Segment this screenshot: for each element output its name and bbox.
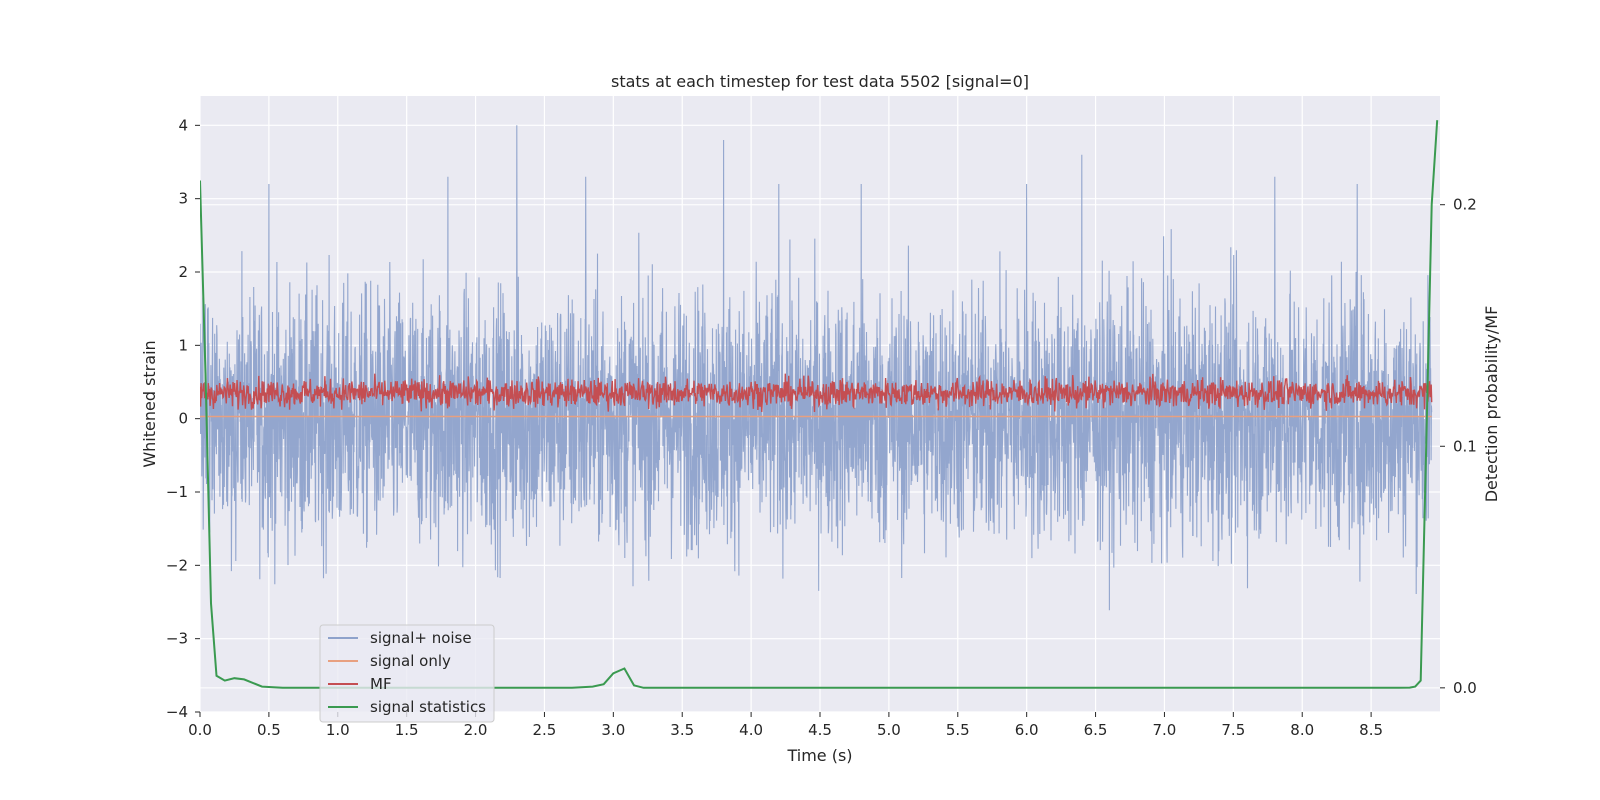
legend-entry: MF bbox=[328, 675, 392, 693]
y-axis-label: Whitened strain bbox=[140, 340, 159, 467]
legend: signal+ noise signal only MF signal stat… bbox=[319, 624, 495, 723]
x-axis-label: Time (s) bbox=[786, 746, 852, 765]
y2-tick-labels: 0.2 0.1 0.0 bbox=[1440, 196, 1477, 697]
x-tick-label: 5.0 bbox=[877, 721, 901, 739]
y2-tick-label: 0.1 bbox=[1453, 437, 1477, 455]
legend-box bbox=[319, 624, 495, 723]
x-tick-label: 2.0 bbox=[464, 721, 488, 739]
x-tick-label: 7.5 bbox=[1221, 721, 1245, 739]
x-tick-label: 1.0 bbox=[326, 721, 350, 739]
legend-label: signal only bbox=[370, 652, 451, 670]
y-tick-label: 2 bbox=[178, 263, 188, 281]
x-tick-label: 8.5 bbox=[1359, 721, 1383, 739]
series-mf-line bbox=[200, 373, 1433, 413]
y-tick-label: −1 bbox=[166, 483, 188, 501]
x-tick-label: 4.5 bbox=[808, 721, 832, 739]
series-signal-noise-line bbox=[200, 125, 1433, 611]
series-layer bbox=[200, 120, 1439, 689]
x-tick-label: 1.5 bbox=[395, 721, 419, 739]
y-tick-labels: 4 3 2 1 0 −1 −2 −3 −4 bbox=[166, 116, 200, 721]
y-tick-label: 4 bbox=[178, 116, 188, 134]
x-tick-label: 0.0 bbox=[188, 721, 212, 739]
x-tick-label: 7.0 bbox=[1153, 721, 1177, 739]
x-tick-label: 8.0 bbox=[1290, 721, 1314, 739]
y-tick-label: 0 bbox=[178, 410, 188, 428]
y-tick-label: −2 bbox=[166, 556, 188, 574]
y2-tick-label: 0.0 bbox=[1453, 679, 1477, 697]
x-tick-label: 4.0 bbox=[739, 721, 763, 739]
x-tick-labels: 0.0 0.5 1.0 1.5 2.0 2.5 3.0 3.5 4.0 4.5 5.0 5.5 6.0 6… bbox=[188, 712, 1383, 739]
y-tick-label: 1 bbox=[178, 336, 188, 354]
x-tick-label: 6.0 bbox=[1015, 721, 1039, 739]
x-tick-label: 0.5 bbox=[257, 721, 281, 739]
y2-axis-label: Detection probability/MF bbox=[1482, 306, 1501, 503]
legend-label: signal statistics bbox=[370, 698, 486, 716]
legend-entry: signal only bbox=[328, 652, 451, 670]
legend-entry: signal statistics bbox=[328, 698, 486, 716]
y-tick-label: −3 bbox=[166, 630, 188, 648]
x-tick-label: 6.5 bbox=[1084, 721, 1108, 739]
legend-label: signal+ noise bbox=[370, 629, 472, 647]
x-tick-label: 3.5 bbox=[670, 721, 694, 739]
x-tick-label: 5.5 bbox=[946, 721, 970, 739]
y2-tick-label: 0.2 bbox=[1453, 196, 1477, 214]
y-tick-label: −4 bbox=[166, 703, 188, 721]
x-tick-label: 2.5 bbox=[533, 721, 557, 739]
legend-entry: signal+ noise bbox=[328, 629, 472, 647]
legend-label: MF bbox=[370, 675, 392, 693]
series-signal-statistics-line bbox=[200, 120, 1439, 689]
y-tick-label: 3 bbox=[178, 190, 188, 208]
chart-title: stats at each timestep for test data 550… bbox=[611, 72, 1029, 91]
x-tick-label: 3.0 bbox=[601, 721, 625, 739]
